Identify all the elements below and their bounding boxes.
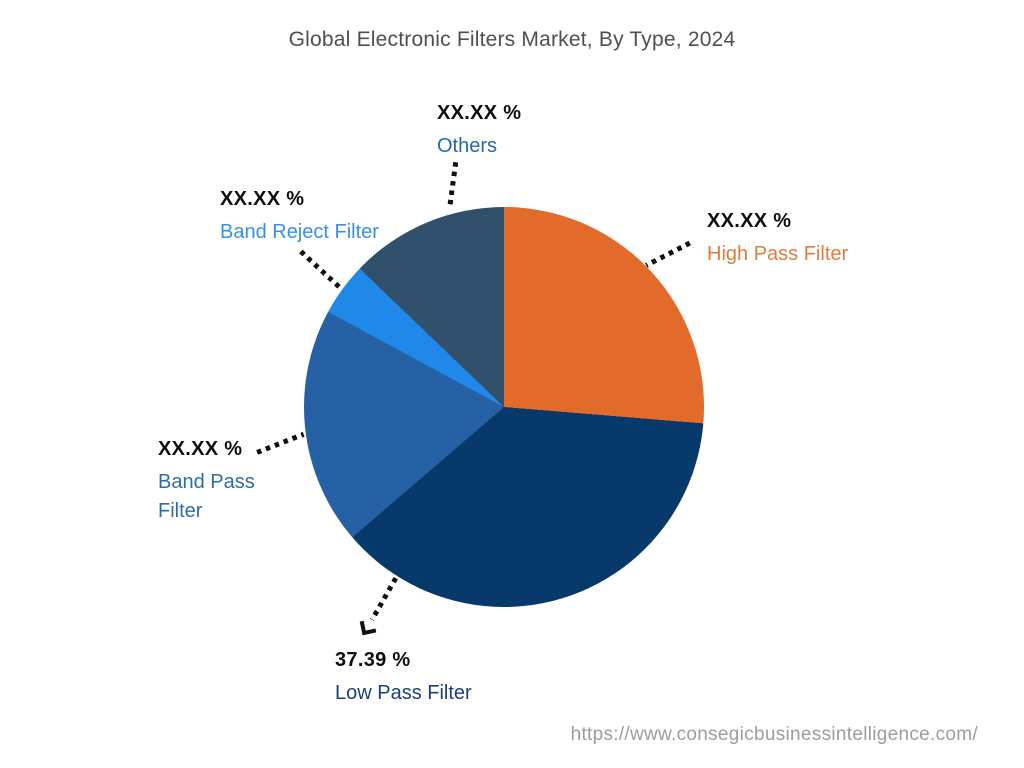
band-reject-label: Band Reject Filter [220, 221, 379, 243]
band-pass-value: XX.XX % [158, 438, 243, 460]
callout-band-pass: XX.XX % Band Pass Filter [158, 438, 266, 526]
low-pass-label: Low Pass Filter [335, 682, 472, 704]
low-pass-value: 37.39 % [335, 649, 411, 671]
callout-band-reject: XX.XX % Band Reject Filter [220, 188, 379, 247]
leader-line-high-pass [645, 241, 692, 268]
callout-others: XX.XX % Others [437, 102, 521, 161]
others-value: XX.XX % [437, 102, 522, 124]
high-pass-value: XX.XX % [707, 210, 792, 232]
pie-chart [304, 207, 704, 607]
source-url: https://www.consegicbusinessintelligence… [570, 724, 978, 745]
band-reject-value: XX.XX % [220, 188, 305, 210]
callout-high-pass: XX.XX % High Pass Filter [707, 210, 848, 269]
band-pass-label: Band Pass Filter [158, 471, 255, 522]
arrowhead-low-pass-icon [359, 618, 377, 636]
leader-line-others [447, 161, 459, 209]
others-label: Others [437, 135, 498, 157]
leader-line-band-reject [299, 249, 343, 291]
leader-line-low-pass [370, 577, 398, 622]
callout-low-pass: 37.39 % Low Pass Filter [335, 649, 472, 708]
chart-title: Global Electronic Filters Market, By Typ… [288, 28, 736, 51]
high-pass-label: High Pass Filter [707, 243, 849, 265]
